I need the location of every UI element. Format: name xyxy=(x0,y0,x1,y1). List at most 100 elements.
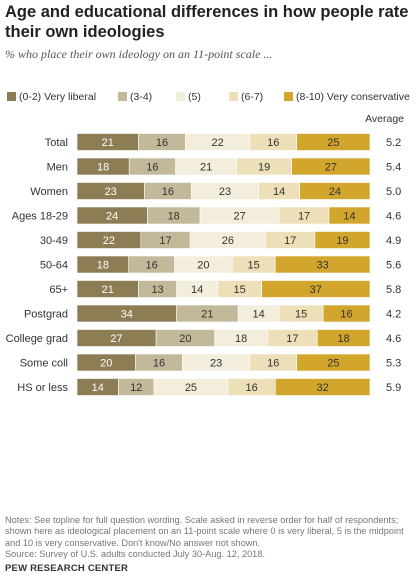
source-text: Source: Survey of U.S. adults conducted … xyxy=(5,549,265,560)
bar-value-label: 18 xyxy=(338,333,350,345)
bar-value-label: 14 xyxy=(92,382,104,394)
row-label: HS or less xyxy=(17,382,68,394)
legend-label: (5) xyxy=(188,91,201,103)
bar-value-label: 27 xyxy=(325,162,337,174)
bar-segment xyxy=(274,378,371,396)
bar-segment xyxy=(299,182,371,200)
bar-value-label: 16 xyxy=(245,382,257,394)
average-value: 5.3 xyxy=(386,358,401,370)
bar-segment xyxy=(316,329,371,347)
bar-value-label: 24 xyxy=(329,186,341,198)
bar-segment xyxy=(296,133,371,151)
bar-value-label: 21 xyxy=(102,284,114,296)
bar-value-label: 25 xyxy=(185,382,197,394)
bar-value-label: 20 xyxy=(197,260,209,272)
bar-value-label: 17 xyxy=(286,333,298,345)
bar-value-label: 16 xyxy=(146,260,158,272)
average-value: 4.9 xyxy=(386,235,401,247)
legend-label: (8-10) Very conservative xyxy=(296,91,410,103)
bar-value-label: 21 xyxy=(200,162,212,174)
bar-value-label: 17 xyxy=(284,235,296,247)
average-value: 4.2 xyxy=(386,309,401,321)
legend-swatch xyxy=(284,92,293,101)
bar-value-label: 23 xyxy=(105,186,117,198)
bar-segment xyxy=(328,206,371,225)
bar-value-label: 22 xyxy=(103,235,115,247)
bar-value-label: 18 xyxy=(97,260,109,272)
legend-label: (0-2) Very liberal xyxy=(19,91,96,103)
bar-value-label: 16 xyxy=(340,309,352,321)
bar-value-label: 14 xyxy=(253,309,265,321)
row-label: Total xyxy=(45,137,68,149)
row-label: Men xyxy=(47,162,68,174)
bar-value-label: 21 xyxy=(102,137,114,149)
average-value: 4.6 xyxy=(386,211,401,223)
bar-value-label: 15 xyxy=(295,309,307,321)
chart-subtitle: % who place their own ideology on an 11-… xyxy=(5,47,273,61)
bar-segment xyxy=(274,255,371,274)
bar-value-label: 25 xyxy=(327,358,339,370)
row-label: 50-64 xyxy=(40,260,68,272)
row-label: 65+ xyxy=(49,284,68,296)
bar-value-label: 15 xyxy=(248,260,260,272)
bar-value-label: 33 xyxy=(316,260,328,272)
bar-value-label: 16 xyxy=(153,358,165,370)
bar-value-label: 14 xyxy=(343,211,355,223)
bar-value-label: 26 xyxy=(222,235,234,247)
average-value: 5.8 xyxy=(386,284,401,296)
average-header: Average xyxy=(365,113,404,125)
bar-value-label: 12 xyxy=(130,382,142,394)
bar-value-label: 25 xyxy=(327,137,339,149)
row-label: Women xyxy=(30,186,68,198)
bar-value-label: 22 xyxy=(212,137,224,149)
bar-value-label: 20 xyxy=(100,358,112,370)
notes-text: Notes: See topline for full question wor… xyxy=(5,515,404,548)
average-value: 5.0 xyxy=(386,186,401,198)
bar-value-label: 14 xyxy=(273,186,285,198)
bar-value-label: 18 xyxy=(235,333,247,345)
bar-value-label: 37 xyxy=(310,284,322,296)
bar-value-label: 19 xyxy=(336,235,348,247)
legend-swatch xyxy=(229,92,238,101)
average-value: 4.6 xyxy=(386,333,401,345)
average-value: 5.6 xyxy=(386,260,401,272)
bar-value-label: 18 xyxy=(97,162,109,174)
bar-segment xyxy=(314,231,371,249)
legend-swatch xyxy=(118,92,127,101)
bar-value-label: 16 xyxy=(156,137,168,149)
bar-value-label: 20 xyxy=(179,333,191,345)
chart-title: Age and educational differences in how p… xyxy=(5,3,409,41)
legend-label: (3-4) xyxy=(130,91,152,103)
row-label: Postgrad xyxy=(24,309,68,321)
average-value: 5.4 xyxy=(386,162,401,174)
bar-value-label: 16 xyxy=(267,358,279,370)
bar-segment xyxy=(291,157,371,176)
bar-segment xyxy=(261,280,371,298)
bar-value-label: 32 xyxy=(317,382,329,394)
bar-value-label: 19 xyxy=(258,162,270,174)
bar-value-label: 23 xyxy=(219,186,231,198)
bar-value-label: 27 xyxy=(233,211,245,223)
bar-value-label: 17 xyxy=(298,211,310,223)
average-value: 5.2 xyxy=(386,137,401,149)
legend-swatch xyxy=(176,92,185,101)
bar-value-label: 24 xyxy=(106,211,118,223)
bar-value-label: 13 xyxy=(151,284,163,296)
bar-segment xyxy=(322,304,371,323)
legend-label: (6-7) xyxy=(241,91,263,103)
source-organization: PEW RESEARCH CENTER xyxy=(5,563,129,574)
row-label: 30-49 xyxy=(40,235,68,247)
bar-value-label: 23 xyxy=(210,358,222,370)
bar-value-label: 16 xyxy=(146,162,158,174)
bar-value-label: 34 xyxy=(121,309,133,321)
legend-swatch xyxy=(7,92,16,101)
bar-value-label: 17 xyxy=(159,235,171,247)
bar-value-label: 16 xyxy=(267,137,279,149)
row-label: College grad xyxy=(6,333,68,345)
bar-value-label: 27 xyxy=(110,333,122,345)
bar-value-label: 21 xyxy=(201,309,213,321)
bar-value-label: 15 xyxy=(233,284,245,296)
average-value: 5.9 xyxy=(386,382,401,394)
bar-value-label: 18 xyxy=(168,211,180,223)
